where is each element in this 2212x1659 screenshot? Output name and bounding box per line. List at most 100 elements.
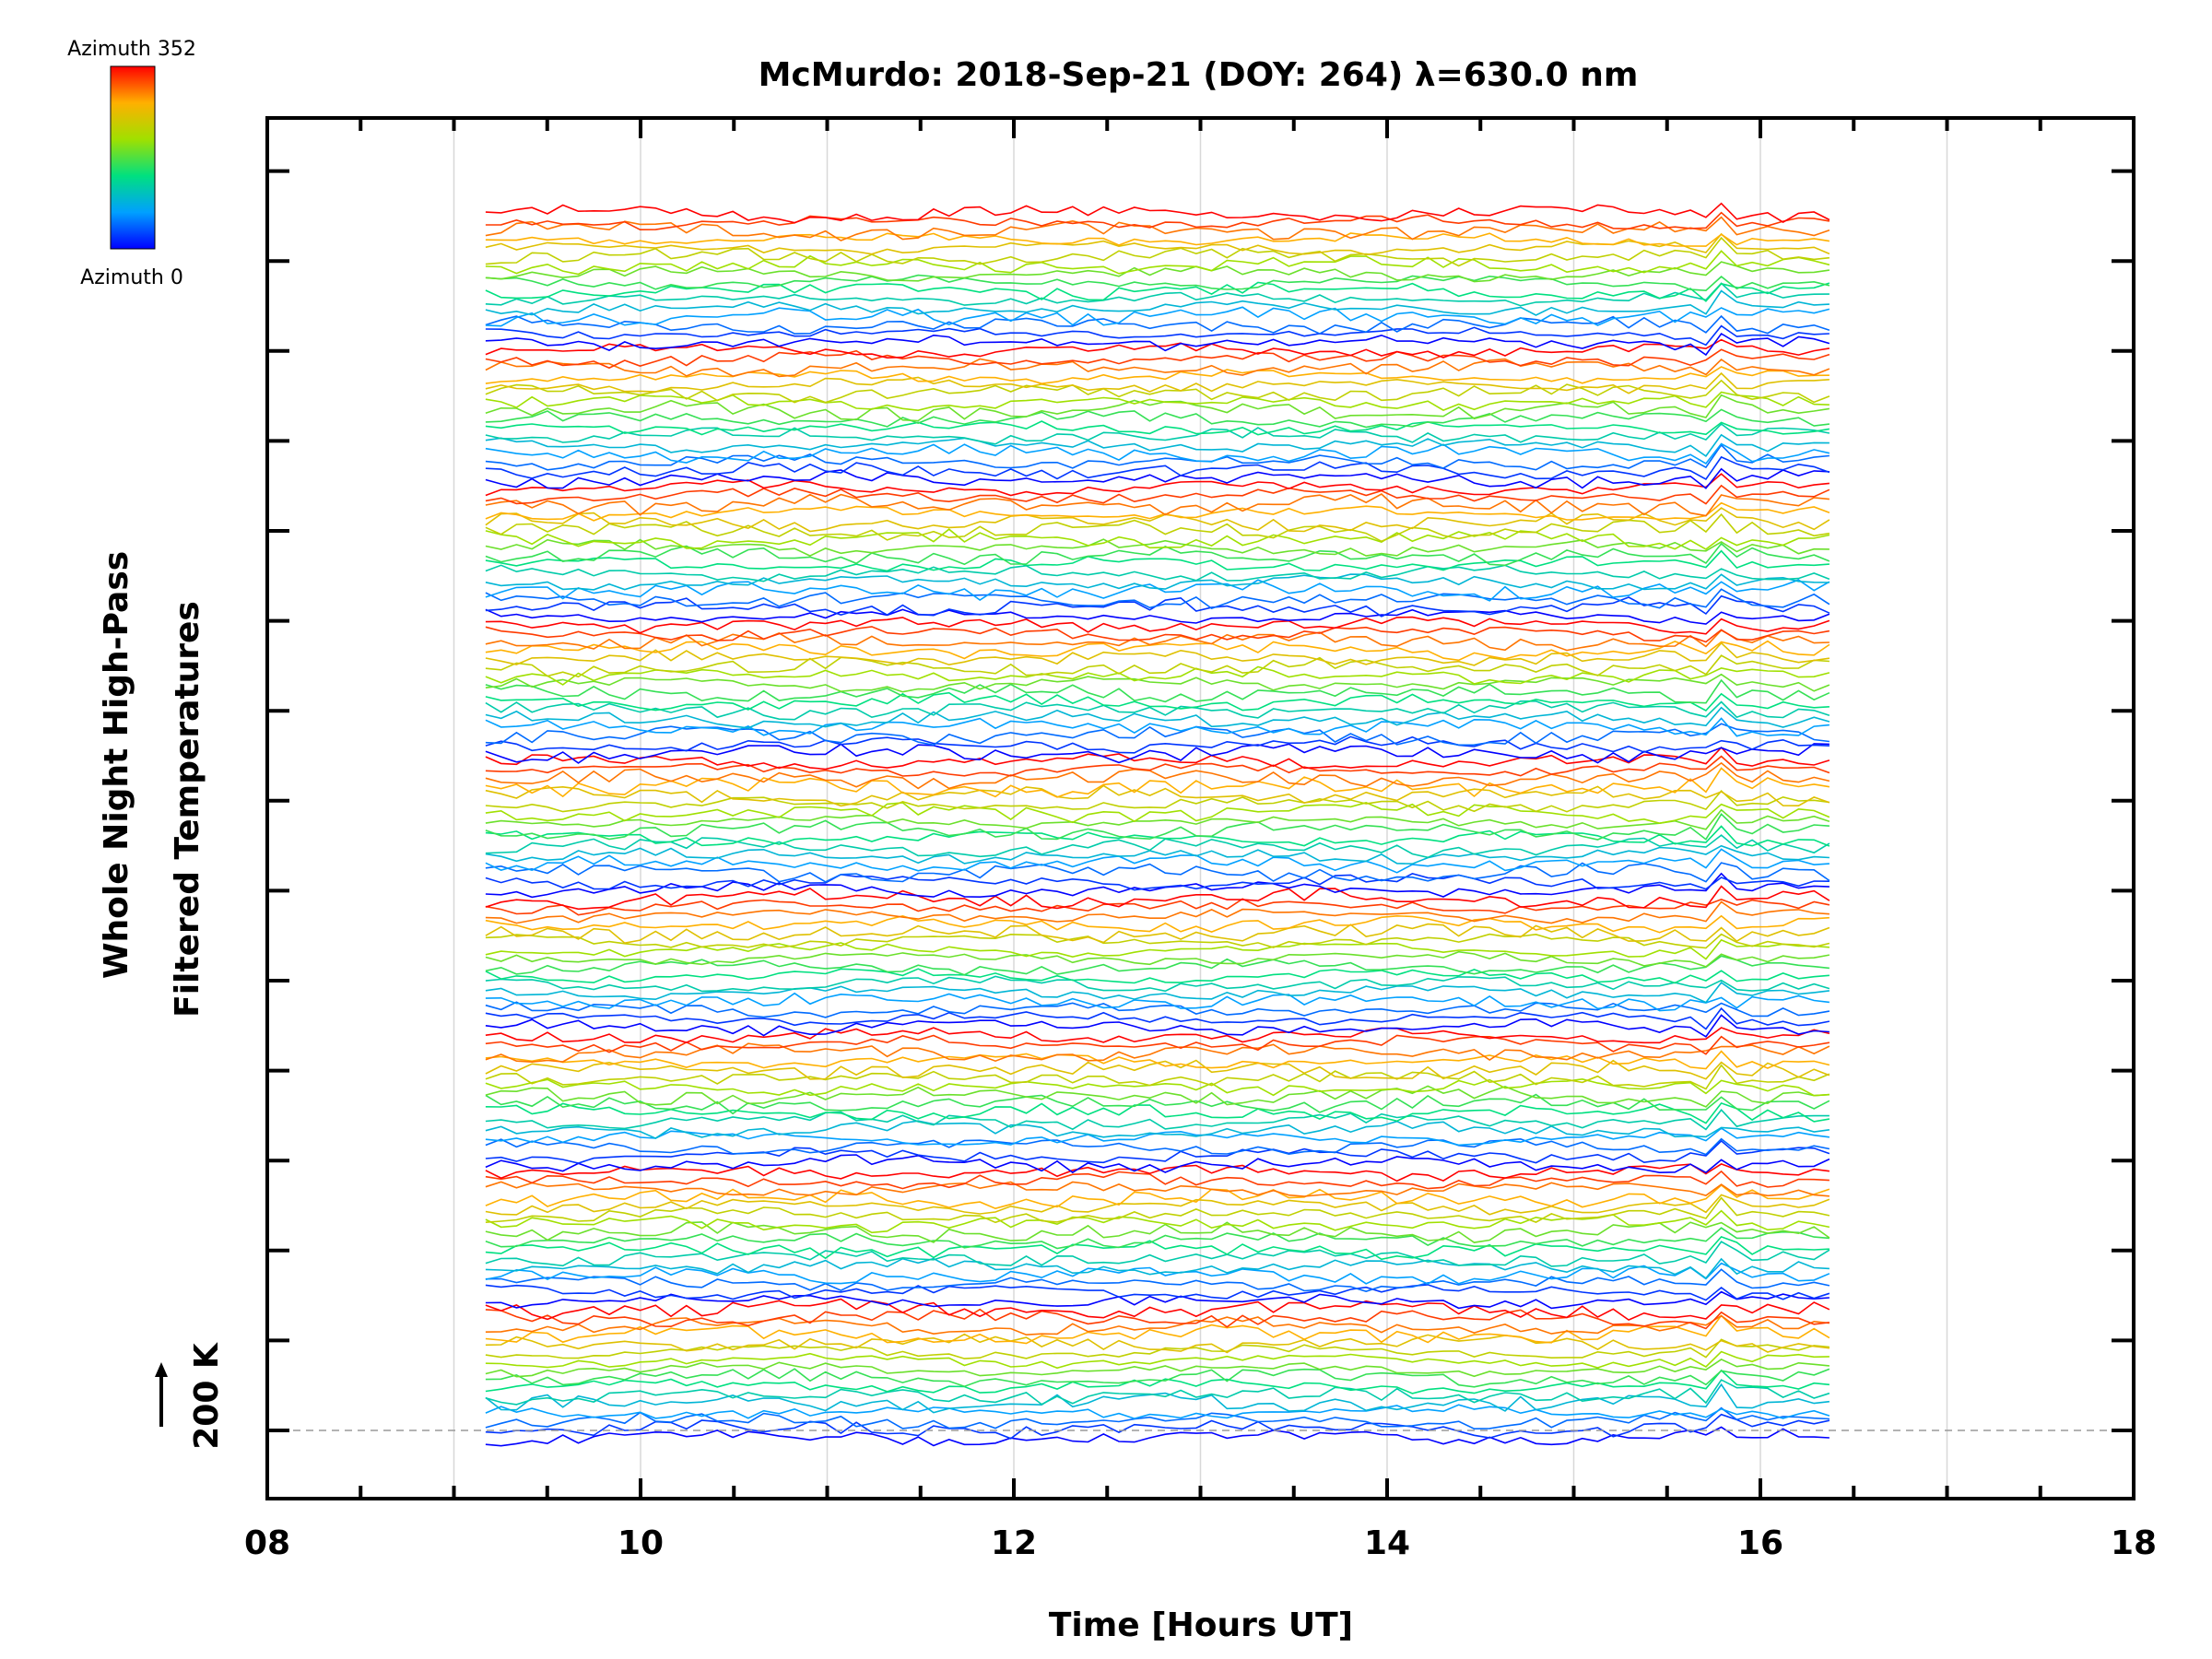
chart-title: McMurdo: 2018-Sep-21 (DOY: 264) λ=630.0 … (759, 56, 1639, 94)
trace-line (485, 1308, 1830, 1330)
trace-line (485, 1314, 1830, 1336)
trace-line (485, 801, 1830, 825)
trace-line (485, 250, 1830, 276)
trace-line (485, 1127, 1830, 1147)
trace-line (485, 1139, 1830, 1164)
trace-line (485, 641, 1830, 666)
trace-line (485, 1221, 1830, 1243)
trace-line (485, 232, 1830, 247)
trace-line (485, 573, 1830, 591)
trace-line (485, 608, 1830, 625)
trace-line (485, 1426, 1830, 1447)
trace-line (485, 501, 1830, 522)
trace-line (485, 1050, 1830, 1070)
trace-line (485, 433, 1830, 458)
x-ticks (265, 118, 2136, 1499)
trace-line (485, 528, 1830, 550)
trace-line (485, 281, 1830, 302)
traces (485, 202, 1830, 1447)
trace-line (485, 665, 1830, 686)
trace-line (485, 1290, 1830, 1310)
trace-line (485, 982, 1830, 1004)
trace-line (485, 314, 1830, 335)
trace-line (485, 616, 1830, 635)
trace-line (485, 975, 1830, 993)
trace-line (485, 673, 1830, 693)
trace-line (485, 1108, 1830, 1131)
trace-line (485, 992, 1830, 1012)
scale-indicator: 200 K (155, 1342, 226, 1450)
trace-line (485, 1064, 1830, 1090)
trace-line (485, 1284, 1830, 1301)
trace-line (485, 549, 1830, 572)
trace-line (485, 898, 1830, 916)
trace-line (485, 1085, 1830, 1108)
trace-line (485, 1027, 1830, 1044)
trace-line (485, 379, 1830, 404)
trace-line (485, 1042, 1830, 1064)
trace-line (485, 542, 1830, 567)
trace-line (485, 358, 1830, 378)
trace-line (485, 391, 1830, 412)
trace-line (485, 202, 1830, 224)
trace-line (485, 564, 1830, 582)
trace-line (485, 1101, 1830, 1124)
trace-line (485, 933, 1830, 949)
trace-line (485, 743, 1830, 764)
trace-line (485, 1181, 1830, 1197)
trace-line (485, 484, 1830, 505)
x-tick-label: 08 (244, 1524, 290, 1562)
x-tick-labels: 08 10 12 14 16 18 (244, 1524, 2157, 1562)
trace-line (485, 862, 1830, 883)
trace-line (485, 900, 1830, 924)
trace-line (485, 629, 1830, 652)
trace-line (485, 1379, 1830, 1406)
trace-line (485, 691, 1830, 712)
scale-arrow-head (155, 1362, 168, 1377)
trace-line (485, 1137, 1830, 1156)
trace-line (485, 873, 1830, 891)
colorbar-top-label: Azimuth 352 (67, 38, 196, 61)
trace-line (485, 938, 1830, 960)
trace-line (485, 1196, 1830, 1224)
trace-line (485, 1262, 1830, 1285)
trace-line (485, 885, 1830, 911)
x-axis-title: Time [Hours UT] (1049, 1606, 1353, 1644)
trace-line (485, 654, 1830, 678)
trace-line (485, 282, 1830, 307)
trace-line (485, 813, 1830, 841)
trace-line (485, 1006, 1830, 1030)
trace-line (485, 1014, 1830, 1038)
trace-line (485, 1034, 1830, 1055)
trace-line (485, 1369, 1830, 1394)
trace-line (485, 216, 1830, 241)
trace-line (485, 1413, 1830, 1440)
trace-line (485, 538, 1830, 557)
x-tick-label: 14 (1364, 1524, 1410, 1562)
trace-line (485, 1358, 1830, 1378)
trace-line (485, 394, 1830, 422)
trace-line (485, 420, 1830, 436)
trace-line (485, 914, 1830, 934)
trace-line (485, 923, 1830, 945)
trace-line (485, 261, 1830, 283)
trace-line (485, 1268, 1830, 1292)
trace-line (485, 371, 1830, 394)
trace-line (485, 232, 1830, 256)
trace-line (485, 626, 1830, 643)
trace-line (485, 1093, 1830, 1115)
x-tick-label: 16 (1737, 1524, 1783, 1562)
trace-line (485, 455, 1830, 481)
trace-line (485, 968, 1830, 984)
trace-line (485, 1163, 1830, 1182)
trace-line (485, 1406, 1830, 1430)
trace-line (485, 1235, 1830, 1261)
y-axis-title-line2: Filtered Temperatures (169, 601, 206, 1018)
trace-line (485, 706, 1830, 729)
trace-line (485, 1350, 1830, 1370)
trace-line (485, 825, 1830, 847)
trace-line (485, 844, 1830, 865)
trace-line (485, 1241, 1830, 1267)
trace-line (485, 1404, 1830, 1419)
